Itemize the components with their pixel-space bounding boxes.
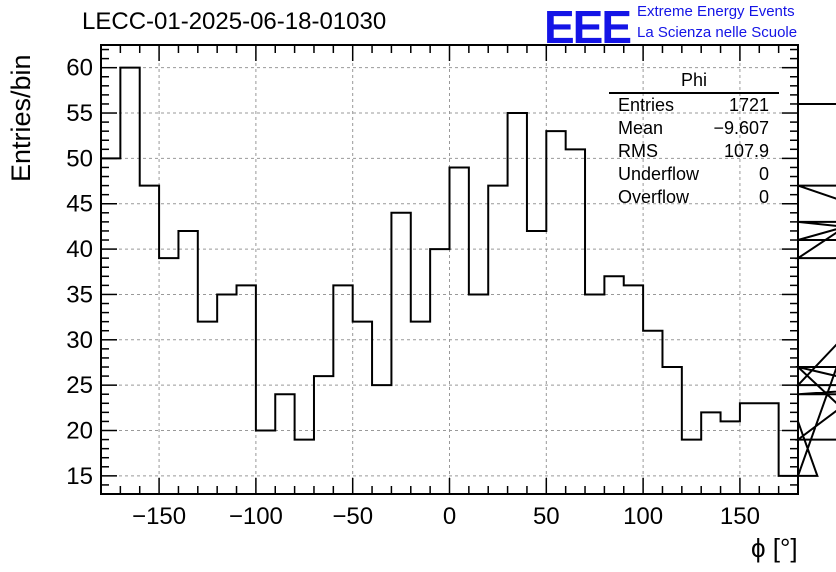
x-tick-label: −150 xyxy=(132,503,186,530)
stats-row-underflow: Underflow 0 xyxy=(611,163,777,186)
stats-value: −9.607 xyxy=(713,118,769,138)
x-tick-label: 150 xyxy=(720,503,760,530)
y-tick-label: 35 xyxy=(66,281,93,308)
x-tick-label: 50 xyxy=(533,503,560,530)
stats-label: RMS xyxy=(618,141,658,161)
x-axis-label: ϕ [°] xyxy=(751,533,798,563)
y-tick-label: 55 xyxy=(66,100,93,127)
axis-ticks xyxy=(101,45,798,495)
histogram-series xyxy=(101,66,836,477)
y-tick-label: 30 xyxy=(66,327,93,354)
chart-title: LECC-01-2025-06-18-01030 xyxy=(82,8,387,35)
stats-divider xyxy=(609,92,779,94)
stats-value: 0 xyxy=(758,164,769,184)
logo-line-2: La Scienza nelle Scuole xyxy=(637,24,798,41)
stats-value: 0 xyxy=(758,187,769,207)
y-tick-label: 15 xyxy=(66,463,93,490)
x-tick-labels: −150 −100 −50 0 50 100 150 xyxy=(132,503,760,530)
x-tick-label: 100 xyxy=(623,503,663,530)
stats-box: Phi Entries 1721 Mean −9.607 RMS 107.9 U… xyxy=(609,70,779,209)
stats-label: Overflow xyxy=(618,187,690,207)
y-tick-label: 20 xyxy=(66,418,93,445)
stats-value: 107.9 xyxy=(723,141,769,161)
stats-row-overflow: Overflow 0 xyxy=(611,186,777,209)
stats-row-entries: Entries 1721 xyxy=(611,94,777,117)
y-axis-label: Entries/bin xyxy=(6,54,36,182)
x-tick-label: 0 xyxy=(443,503,456,530)
eee-logo: EEE xyxy=(544,1,632,53)
x-tick-label: −50 xyxy=(332,503,373,530)
y-tick-labels: 15 20 25 30 35 40 45 50 55 60 xyxy=(66,55,93,490)
logo-line-1: Extreme Energy Events xyxy=(637,3,795,20)
y-tick-label: 40 xyxy=(66,236,93,263)
y-tick-label: 45 xyxy=(66,191,93,218)
stats-row-mean: Mean −9.607 xyxy=(611,117,777,140)
x-tick-label: −100 xyxy=(229,503,283,530)
stats-label: Entries xyxy=(618,95,675,115)
stats-row-rms: RMS 107.9 xyxy=(611,140,777,163)
stats-value: 1721 xyxy=(728,95,769,115)
stats-label: Underflow xyxy=(618,164,700,184)
stats-name: Phi xyxy=(680,70,707,90)
y-tick-label: 60 xyxy=(66,55,93,82)
stats-label: Mean xyxy=(618,118,664,138)
y-tick-label: 25 xyxy=(66,372,93,399)
y-tick-label: 50 xyxy=(66,145,93,172)
